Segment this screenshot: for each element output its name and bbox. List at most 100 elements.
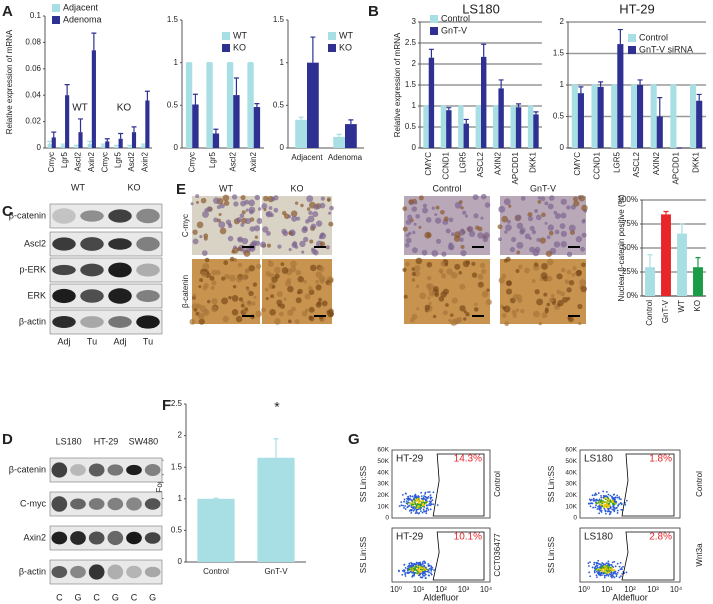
y-tick-label: 2	[178, 431, 183, 440]
tissue-cell	[426, 275, 432, 281]
tissue-cell	[276, 299, 283, 306]
tissue-cell	[535, 214, 542, 221]
flow-dot	[398, 505, 401, 508]
flow-dot	[598, 498, 601, 501]
flow-gate	[432, 453, 485, 517]
tissue-cell	[246, 300, 252, 307]
flow-dot	[608, 510, 611, 513]
flow-dot	[436, 504, 439, 506]
tissue-cell	[529, 225, 535, 231]
flow-dot	[615, 573, 618, 576]
tissue-cell	[274, 318, 281, 325]
tissue-cell	[427, 296, 431, 300]
flow-cell-label: LS180	[584, 532, 613, 543]
blot-band	[70, 565, 86, 579]
bar	[101, 145, 106, 148]
x-tick-label: Axin2	[249, 151, 258, 172]
tissue-cell	[197, 312, 205, 320]
x-tick-label: Cmyc	[100, 152, 109, 172]
bar	[78, 132, 83, 148]
y-tick-label: 0.5	[553, 112, 565, 121]
tissue-cell	[554, 213, 561, 219]
flow-dot	[616, 496, 619, 499]
flow-dot	[603, 504, 606, 506]
tissue-cell	[329, 205, 334, 211]
flow-dot	[420, 491, 423, 494]
tissue-cell	[425, 217, 432, 223]
blot-strip	[49, 491, 163, 517]
y-tick-label: 1.5	[167, 15, 179, 24]
blot-lane-label: G	[112, 592, 119, 602]
flow-dot	[599, 503, 601, 506]
tissue-cell	[459, 305, 466, 312]
tissue-cell	[278, 311, 284, 317]
flow-y-label: SS Lin:SS	[359, 537, 368, 573]
error-bar	[60, 143, 66, 146]
panel-letter: D	[2, 431, 13, 448]
tissue-cell	[198, 285, 202, 289]
flow-dot	[417, 564, 420, 566]
flow-dot	[401, 494, 404, 496]
bar	[458, 106, 464, 148]
flow-dot	[424, 570, 426, 573]
x-tick-label: Control	[645, 300, 654, 326]
flow-dot	[604, 563, 607, 566]
flow-dot	[410, 561, 413, 564]
y-tick-label: 0.1	[30, 11, 42, 20]
bar	[131, 132, 137, 148]
flow-dot	[410, 508, 413, 511]
error-bar	[481, 43, 487, 57]
x-tick-label: LGR5	[612, 151, 621, 172]
panel-letter: G	[348, 431, 360, 448]
tissue-cell	[484, 202, 491, 208]
tissue-cell	[418, 195, 424, 201]
tissue-cell	[444, 262, 449, 267]
bar	[510, 106, 516, 148]
flow-dot	[609, 500, 612, 503]
blot-band	[126, 497, 142, 511]
blot-group-label: SW480	[129, 436, 159, 446]
flow-dot	[618, 576, 621, 579]
blot-band	[144, 498, 161, 510]
flow-dot	[611, 499, 613, 502]
blot-band	[51, 565, 68, 579]
x-tick-label: KO	[693, 300, 702, 312]
flow-dot	[422, 499, 425, 502]
flow-dot	[592, 506, 595, 509]
blot-band	[88, 531, 105, 545]
tissue-cell	[450, 232, 455, 237]
flow-dot	[594, 506, 597, 509]
y-tick-label: 0	[178, 557, 183, 566]
tissue-cell	[453, 318, 460, 325]
tissue-cell	[317, 301, 322, 306]
blot-group-label: WT	[71, 182, 85, 192]
tissue-cell	[301, 250, 305, 254]
tissue-cell	[438, 296, 445, 302]
x-tick-label: Ascl2	[74, 151, 83, 171]
blot-band	[51, 462, 68, 478]
tissue-cell	[228, 274, 236, 282]
flow-dot	[423, 564, 426, 567]
tissue-cell	[473, 307, 479, 312]
flow-percent: 14.3%	[454, 454, 482, 465]
bar	[617, 44, 624, 148]
flow-dot	[597, 505, 599, 508]
legend-label: Control	[441, 13, 470, 23]
flow-condition: Wnt3a	[695, 543, 704, 567]
flow-dot	[424, 562, 426, 565]
tissue-cell	[315, 280, 319, 284]
flow-dot	[602, 494, 605, 497]
tissue-cell	[270, 294, 275, 299]
blot-band	[80, 263, 104, 277]
tissue-cell	[320, 196, 325, 201]
tissue-cell	[238, 237, 242, 241]
flow-dot	[420, 497, 423, 500]
tissue-cell	[458, 229, 466, 236]
y-tick-label: 50%	[622, 243, 638, 252]
flow-dot	[616, 562, 619, 565]
flow-dot	[606, 562, 608, 565]
error-bar	[51, 131, 57, 138]
x-tick-label: Control	[203, 567, 229, 576]
flow-dot	[611, 565, 614, 567]
legend-label: WT	[233, 30, 247, 40]
